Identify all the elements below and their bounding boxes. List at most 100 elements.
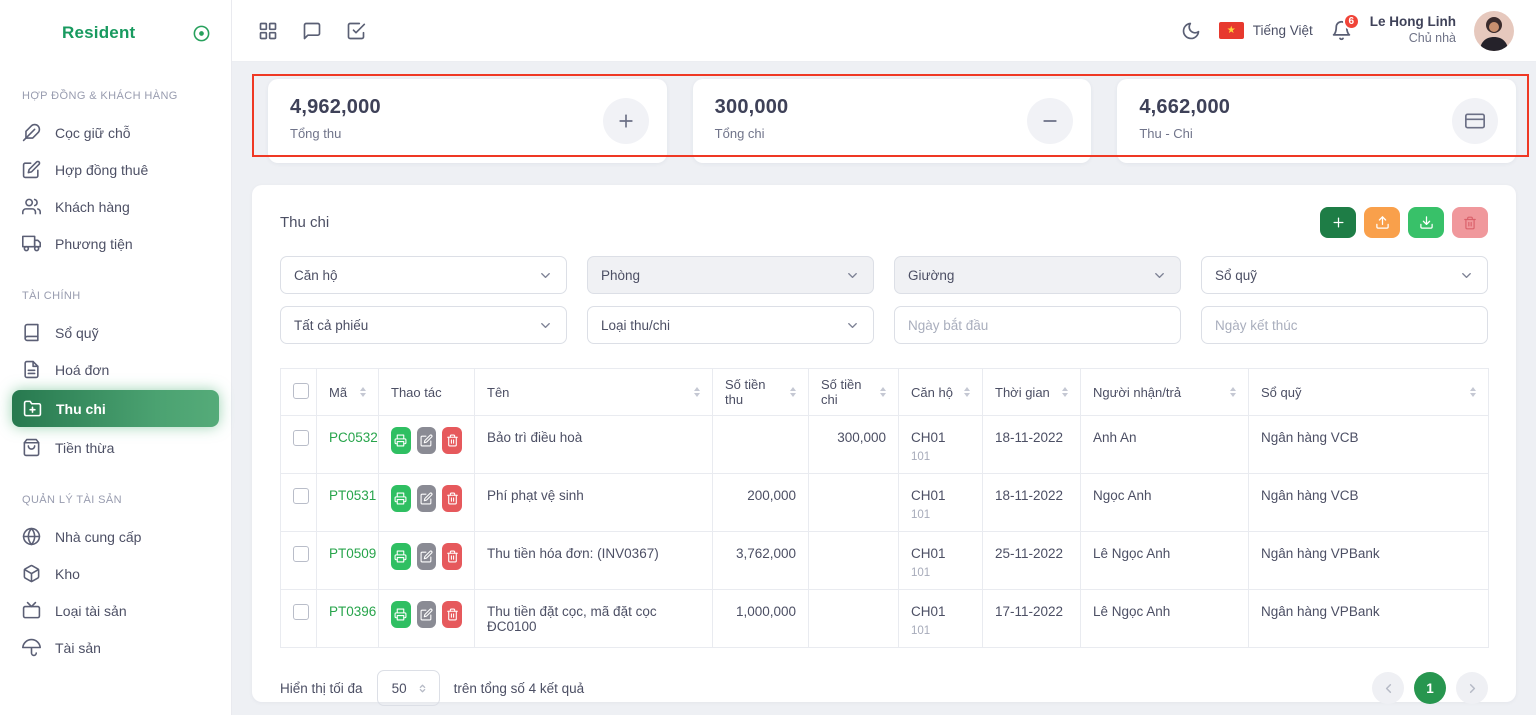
page-size-select[interactable]: 50: [376, 670, 440, 706]
user-name: Le Hong Linh: [1369, 14, 1456, 30]
apps-grid-button[interactable]: [258, 21, 278, 41]
delete-button[interactable]: [1452, 207, 1488, 238]
select-all-checkbox[interactable]: [293, 382, 309, 399]
resident-logo-icon: [18, 16, 52, 50]
print-button[interactable]: [391, 427, 411, 454]
filter-phong[interactable]: Phòng: [587, 256, 874, 294]
receipt-code-link[interactable]: PT0396: [329, 604, 377, 619]
notifications-button[interactable]: 6: [1331, 13, 1360, 41]
sidebar-item-label: Cọc giữ chỗ: [55, 124, 131, 141]
transaction-name: Thu tiền hóa đơn: (INV0367): [474, 531, 713, 590]
prev-page-button[interactable]: [1372, 672, 1404, 704]
pagination: 1: [1372, 672, 1488, 704]
avatar-image: [1474, 11, 1514, 51]
edit-button[interactable]: [416, 485, 437, 512]
sidebar-item-label: Sổ quỹ: [55, 324, 99, 341]
card-label: Thu - Chi: [1139, 126, 1193, 141]
sidebar-item-label: Hợp đồng thuê: [55, 161, 149, 178]
sidebar-item-nha-cung-cap[interactable]: Nhà cung cấp: [0, 518, 231, 555]
apartment-code: CH01: [911, 546, 946, 561]
folder-plus-icon: [23, 399, 42, 418]
dark-mode-toggle[interactable]: [1181, 21, 1201, 41]
row-checkbox[interactable]: [293, 430, 309, 446]
delete-button[interactable]: [442, 601, 463, 628]
print-button[interactable]: [391, 601, 411, 628]
filter-giuong[interactable]: Giường: [894, 256, 1181, 294]
edit-button[interactable]: [416, 427, 437, 454]
sidebar-item-khach-hang[interactable]: Khách hàng: [0, 188, 231, 225]
delete-button[interactable]: [442, 543, 463, 570]
plus-icon: [602, 98, 649, 144]
table-row: PT0531 Phí phạt vệ sinh 200,000 CH01 101 …: [280, 473, 1489, 532]
user-menu[interactable]: Le Hong Linh Chủ nhà: [1370, 14, 1456, 47]
page-1-button[interactable]: 1: [1414, 672, 1446, 704]
language-selector[interactable]: ★ Tiếng Việt: [1218, 22, 1313, 39]
start-date-input[interactable]: Ngày bắt đầu: [894, 306, 1181, 344]
sidebar-item-hop-dong-thue[interactable]: Hợp đồng thuê: [0, 151, 231, 188]
sidebar-item-thu-chi[interactable]: Thu chi: [12, 390, 219, 427]
delete-button[interactable]: [442, 485, 463, 512]
language-label: Tiếng Việt: [1252, 23, 1313, 38]
filter-loai-phieu[interactable]: Tất cả phiếu: [280, 306, 567, 344]
transaction-name: Thu tiền đặt cọc, mã đặt cọc ĐC0100: [474, 589, 713, 648]
topbar: ★ Tiếng Việt 6 Le Hong Linh Chủ nhà: [232, 0, 1536, 62]
fund-name: Ngân hàng VCB: [1248, 415, 1489, 474]
sidebar-item-hoa-don[interactable]: Hoá đơn: [0, 351, 231, 388]
sidebar-item-phuong-tien[interactable]: Phương tiện: [0, 225, 231, 262]
header-so-tien-thu[interactable]: Số tiền thu: [725, 377, 796, 407]
amount-out: [808, 531, 899, 590]
fund-name: Ngân hàng VPBank: [1248, 589, 1489, 648]
receipt-code-link[interactable]: PT0509: [329, 546, 377, 561]
payer-name: Anh An: [1080, 415, 1249, 474]
header-thoi-gian[interactable]: Thời gian: [995, 385, 1068, 400]
sidebar-item-tien-thua[interactable]: Tiền thừa: [0, 429, 231, 466]
add-button[interactable]: [1320, 207, 1356, 238]
next-page-button[interactable]: [1456, 672, 1488, 704]
sidebar-item-so-quy[interactable]: Sổ quỹ: [0, 314, 231, 351]
sort-icon: [880, 387, 886, 397]
end-date-input[interactable]: Ngày kết thúc: [1201, 306, 1488, 344]
filter-can-ho[interactable]: Căn hộ: [280, 256, 567, 294]
sort-icon: [1470, 387, 1476, 397]
sidebar-item-tai-san[interactable]: Tài sản: [0, 629, 231, 666]
sidebar-collapse-button[interactable]: [192, 24, 211, 43]
filter-label: Tất cả phiếu: [294, 317, 369, 333]
notification-badge: 6: [1342, 13, 1360, 30]
row-checkbox[interactable]: [293, 546, 309, 562]
receipt-code-link[interactable]: PT0531: [329, 488, 377, 503]
sidebar-item-label: Nhà cung cấp: [55, 528, 142, 545]
download-button[interactable]: [1408, 207, 1444, 238]
chat-button[interactable]: [302, 21, 322, 41]
header-can-ho[interactable]: Căn hộ: [911, 385, 970, 400]
truck-icon: [22, 234, 41, 253]
table-row: PT0396 Thu tiền đặt cọc, mã đặt cọc ĐC01…: [280, 589, 1489, 648]
table-row: PC0532 Bảo trì điều hoà 300,000 CH01 101 …: [280, 415, 1489, 474]
tasks-button[interactable]: [346, 21, 366, 41]
header-ten[interactable]: Tên: [487, 385, 700, 400]
sidebar-item-loai-tai-san[interactable]: Loại tài sản: [0, 592, 231, 629]
row-checkbox[interactable]: [293, 604, 309, 620]
sidebar-item-coc-giu-cho[interactable]: Cọc giữ chỗ: [0, 114, 231, 151]
header-nguoi-nhan-tra[interactable]: Người nhận/trả: [1093, 385, 1236, 400]
receipt-code-link[interactable]: PC0532: [329, 430, 378, 445]
apartment-cell: CH01 101: [898, 531, 983, 590]
brand-name: Resident: [62, 23, 136, 42]
sidebar-item-kho[interactable]: Kho: [0, 555, 231, 592]
delete-button[interactable]: [442, 427, 463, 454]
fund-name: Ngân hàng VCB: [1248, 473, 1489, 532]
upload-button[interactable]: [1364, 207, 1400, 238]
header-so-tien-chi[interactable]: Số tiền chi: [821, 377, 886, 407]
header-ma[interactable]: Mã: [329, 385, 366, 400]
print-button[interactable]: [391, 543, 411, 570]
filter-so-quy[interactable]: Sổ quỹ: [1201, 256, 1488, 294]
row-checkbox[interactable]: [293, 488, 309, 504]
header-so-quy[interactable]: Sổ quỹ: [1261, 385, 1476, 400]
filter-loai-thu-chi[interactable]: Loại thu/chi: [587, 306, 874, 344]
avatar[interactable]: [1474, 11, 1514, 51]
edit-button[interactable]: [416, 543, 437, 570]
print-button[interactable]: [391, 485, 411, 512]
card-thu-tru-chi: 4,662,000 Thu - Chi: [1117, 79, 1517, 163]
transaction-name: Bảo trì điều hoà: [474, 415, 713, 474]
edit-button[interactable]: [416, 601, 437, 628]
